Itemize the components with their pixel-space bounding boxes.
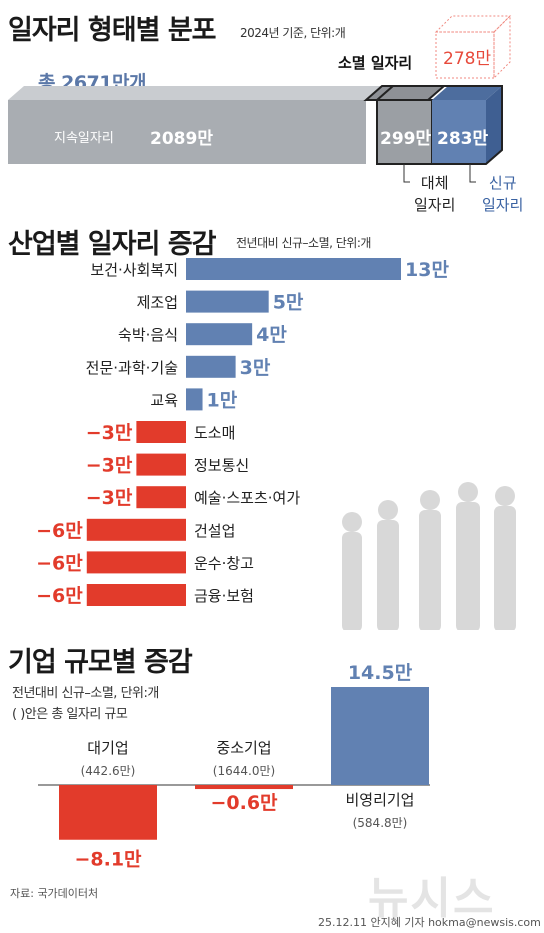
industry-value-label: −6만	[36, 585, 83, 607]
industry-value-label: 4만	[256, 324, 287, 346]
size-value-label: −8.1만	[74, 849, 142, 871]
size-category-label: 중소기업	[216, 739, 271, 757]
industry-category-label: 교육	[150, 391, 178, 409]
industry-value-label: −6만	[36, 520, 83, 542]
industry-value-label: −6만	[36, 552, 83, 574]
industry-bar	[186, 388, 203, 411]
new-jobs-label: 신규 일자리	[482, 174, 524, 214]
callout-lines	[403, 164, 476, 183]
new-value: 283만	[437, 129, 489, 149]
extinct-label: 소멸 일자리	[338, 54, 413, 72]
newsis-logo: 뉴시스	[368, 873, 496, 924]
size-chart: −8.1만 대기업 (442.6만) −0.6만 중소기업 (1644.0만) 14.5만비…	[38, 662, 430, 871]
industry-bar	[186, 355, 236, 378]
replaced-jobs-label: 대체 일자리	[414, 174, 456, 214]
sustained-label: 지속일자리	[54, 131, 114, 146]
extinct-box	[434, 14, 512, 80]
size-category-label: 비영리기업	[345, 791, 414, 809]
industry-bar	[86, 551, 186, 574]
industry-category-label: 숙박·음식	[118, 326, 178, 344]
sustained-segment	[8, 100, 366, 164]
size-bar	[59, 785, 157, 840]
industry-category-label: 운수·창고	[194, 554, 254, 572]
replaced-value: 299만	[380, 129, 432, 149]
people-silhouettes-icon	[342, 482, 516, 630]
industry-bar	[86, 518, 186, 541]
size-bar	[195, 785, 293, 790]
size-total-label: (584.8만)	[353, 816, 408, 830]
industry-category-label: 전문·과학·기술	[86, 359, 178, 377]
size-total-label: (1644.0만)	[213, 764, 275, 778]
industry-value-label: 1만	[207, 389, 238, 411]
credit-text: 25.12.11 안지혜 기자 hokma@newsis.com	[318, 916, 541, 929]
industry-category-label: 제조업	[137, 294, 178, 312]
size-title: 기업 규모별 증감	[8, 647, 193, 678]
source-text: 자료: 국가데이터처	[10, 887, 99, 900]
industry-category-label: 정보통신	[194, 457, 249, 475]
main-subtitle: 2024년 기준, 단위:개	[240, 26, 346, 40]
industry-category-label: 도소매	[194, 424, 235, 442]
replaced-segment	[376, 99, 433, 165]
new-segment	[432, 100, 486, 164]
industry-value-label: 5만	[273, 292, 304, 314]
size-bar	[331, 687, 429, 785]
industry-category-label: 건설업	[194, 522, 235, 540]
main-title: 일자리 형태별 분포	[8, 15, 217, 46]
size-subtitle: 전년대비 신규–소멸, 단위:개	[12, 686, 159, 701]
industry-bar	[186, 323, 253, 346]
industry-bar	[136, 453, 186, 476]
industry-category-label: 금융·보험	[194, 587, 254, 605]
industry-value-label: 3만	[240, 357, 271, 379]
industry-title: 산업별 일자리 증감	[8, 229, 217, 260]
size-category-label: 대기업	[87, 739, 128, 757]
size-value-label: 14.5만	[348, 662, 413, 684]
industry-value-label: −3만	[86, 422, 133, 444]
sustained-value: 2089만	[150, 129, 213, 149]
industry-bar	[186, 290, 269, 313]
industry-subtitle: 전년대비 신규–소멸, 단위:개	[236, 236, 371, 250]
size-note: ( )안은 총 일자리 규모	[12, 707, 128, 722]
industry-value-label: −3만	[86, 487, 133, 509]
industry-bar	[186, 258, 401, 280]
industry-value-label: −3만	[86, 455, 133, 477]
industry-value-label: 13만	[405, 259, 449, 281]
industry-category-label: 보건·사회복지	[90, 261, 178, 279]
industry-bar	[136, 421, 186, 443]
industry-bar	[86, 584, 186, 606]
industry-category-label: 예술·스포츠·여가	[194, 489, 300, 507]
size-value-label: −0.6만	[210, 792, 278, 814]
extinct-value: 278만	[443, 49, 492, 69]
industry-bar	[136, 486, 186, 509]
composition-bar	[8, 85, 503, 165]
size-total-label: (442.6만)	[81, 764, 136, 778]
